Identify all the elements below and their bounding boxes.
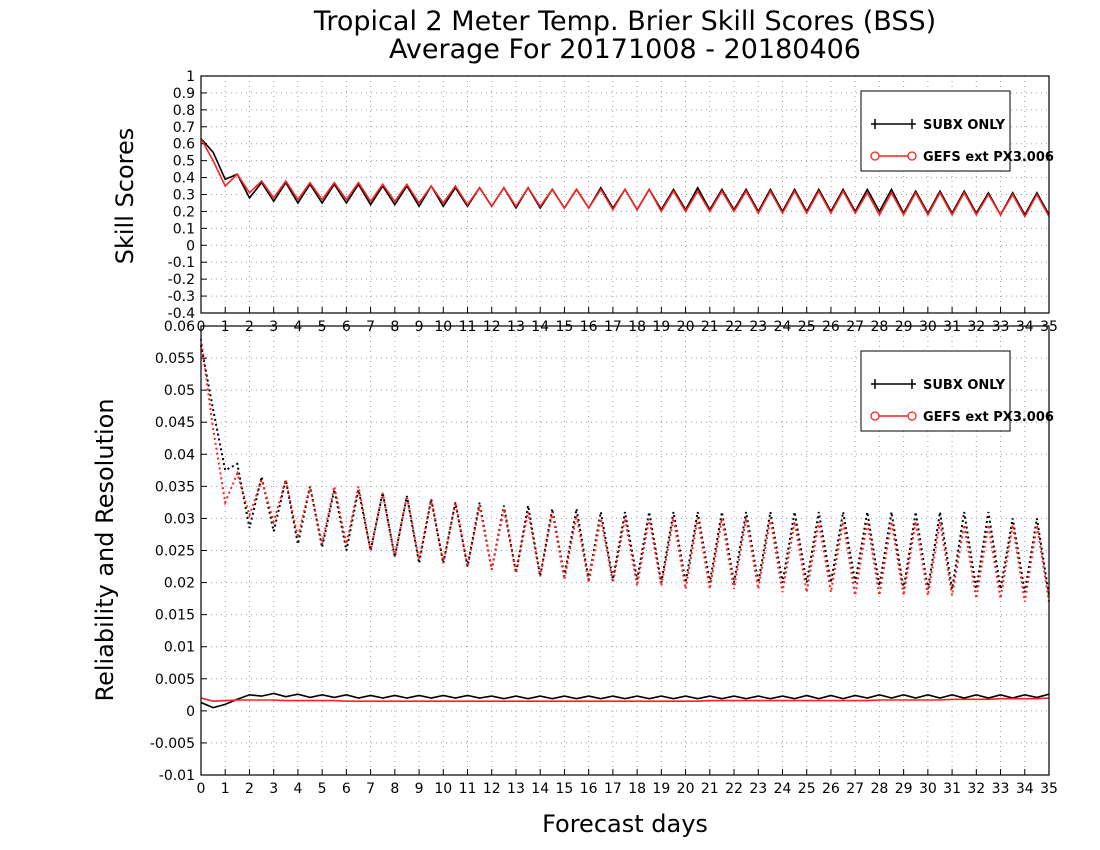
bottom-x-tick-label: 17	[604, 781, 622, 797]
bottom-x-tick-label: 29	[895, 781, 913, 797]
bottom-x-tick-label: 30	[919, 781, 937, 797]
bottom-y-tick-label: 0.015	[155, 608, 195, 624]
bottom-x-tick-label: 2	[245, 781, 254, 797]
bottom-x-tick-label: 13	[507, 781, 525, 797]
bottom-x-tick-label: 1	[221, 781, 230, 797]
bottom-x-tick-label: 10	[434, 781, 452, 797]
bottom-series-line-1	[200, 345, 1050, 596]
top-y-tick-label: 0.5	[173, 154, 195, 170]
bottom-legend: SUBX ONLY GEFS ext PX3.006	[860, 350, 1054, 432]
bottom-x-tick-label: 16	[580, 781, 598, 797]
bottom-y-tick-label: 0.055	[155, 351, 195, 367]
bottom-legend-label: GEFS ext PX3.006	[923, 410, 1054, 425]
bottom-y-tick-label: 0.03	[164, 511, 195, 527]
top-y-axis-label: Skill Scores	[111, 128, 139, 265]
top-y-tick-label: 0.9	[173, 86, 195, 102]
bottom-x-tick-label: 5	[318, 781, 327, 797]
top-legend-marker-circle	[907, 151, 917, 161]
bottom-y-axis-label: Reliability and Resolution	[91, 398, 119, 701]
chart-title-line1: Tropical 2 Meter Temp. Brier Skill Score…	[313, 6, 936, 37]
top-legend-marker-circle	[870, 151, 880, 161]
bottom-x-tick-label: 25	[798, 781, 816, 797]
bottom-x-tick-label: 20	[677, 781, 695, 797]
bottom-x-tick-label: 18	[628, 781, 646, 797]
bottom-y-tick-label: 0.035	[155, 479, 195, 495]
bottom-x-tick-label: 14	[531, 781, 549, 797]
bottom-x-tick-label: 4	[293, 781, 302, 797]
bottom-x-tick-label: 7	[366, 781, 375, 797]
bottom-y-tick-label: 0.01	[164, 640, 195, 656]
bottom-y-tick-label: 0.025	[155, 544, 195, 560]
bottom-x-tick-label: 31	[943, 781, 961, 797]
top-y-tick-label: 1	[186, 69, 195, 85]
top-y-tick-label: 0.3	[173, 188, 195, 204]
bottom-y-tick-label: 0.045	[155, 415, 195, 431]
bottom-x-tick-label: 8	[390, 781, 399, 797]
bottom-x-tick-label: 11	[459, 781, 477, 797]
top-series-line-2	[200, 138, 1050, 219]
bottom-x-tick-label: 0	[197, 781, 206, 797]
top-y-tick-label: 0.1	[173, 221, 195, 237]
bottom-y-tick-label: 0.06	[164, 319, 195, 335]
bottom-x-tick-label: 28	[870, 781, 888, 797]
bottom-legend-marker-circle	[907, 411, 917, 421]
bottom-x-tick-label: 26	[822, 781, 840, 797]
bottom-series-line-4	[200, 697, 1050, 703]
top-y-tick-label: 0.8	[173, 103, 195, 119]
bottom-x-tick-label: 34	[1016, 781, 1034, 797]
reliability-resolution-panel: 0.060.0550.050.0450.040.0350.030.0250.02…	[150, 319, 1058, 797]
top-plot-frame	[200, 75, 1050, 314]
bottom-y-tick-label: -0.01	[159, 768, 195, 784]
top-y-tick-label: 0.4	[173, 171, 195, 187]
top-y-tick-label: -0.4	[168, 306, 195, 322]
bottom-x-tick-label: 19	[652, 781, 670, 797]
bottom-x-tick-label: 3	[269, 781, 278, 797]
top-legend-label: GEFS ext PX3.006	[923, 150, 1054, 165]
top-y-tick-label: -0.1	[168, 255, 195, 271]
top-y-tick-label: 0	[186, 238, 195, 254]
bottom-y-tick-label: 0	[186, 704, 195, 720]
bottom-x-tick-label: 35	[1040, 781, 1058, 797]
bottom-series-line-3	[200, 692, 1050, 709]
bottom-y-tick-label: 0.05	[164, 383, 195, 399]
bottom-plot-frame	[200, 325, 1050, 776]
bottom-y-tick-label: 0.04	[164, 447, 195, 463]
bottom-x-tick-label: 15	[556, 781, 574, 797]
top-y-tick-label: 0.6	[173, 137, 195, 153]
top-y-tick-label: -0.2	[168, 272, 195, 288]
skill-score-panel: 10.90.80.70.60.50.40.30.20.10-0.1-0.2-0.…	[168, 69, 1058, 335]
bottom-legend-box	[860, 350, 1011, 432]
bottom-x-tick-label: 27	[846, 781, 864, 797]
x-axis-label: Forecast days	[542, 810, 708, 838]
bottom-y-tick-label: 0.02	[164, 576, 195, 592]
bottom-legend-label: SUBX ONLY	[923, 378, 1006, 393]
bottom-legend-marker-circle	[870, 411, 880, 421]
bottom-x-tick-label: 12	[483, 781, 501, 797]
top-y-tick-label: -0.3	[168, 289, 195, 305]
bottom-y-tick-label: 0.005	[155, 672, 195, 688]
bottom-x-tick-label: 33	[992, 781, 1010, 797]
top-y-tick-label: 0.2	[173, 204, 195, 220]
bottom-x-tick-label: 9	[415, 781, 424, 797]
bottom-x-tick-label: 24	[774, 781, 792, 797]
top-legend-label: SUBX ONLY	[923, 118, 1006, 133]
bottom-x-tick-label: 6	[342, 781, 351, 797]
bottom-x-tick-label: 32	[967, 781, 985, 797]
bottom-x-tick-label: 23	[749, 781, 767, 797]
bottom-y-tick-label: -0.005	[150, 736, 195, 752]
top-legend: SUBX ONLY GEFS ext PX3.006	[860, 90, 1054, 172]
top-y-tick-label: 0.7	[173, 120, 195, 136]
bottom-x-tick-label: 22	[725, 781, 743, 797]
top-legend-box	[860, 90, 1011, 172]
chart-title-line2: Average For 20171008 - 20180406	[389, 34, 861, 65]
bottom-x-tick-label: 21	[701, 781, 719, 797]
